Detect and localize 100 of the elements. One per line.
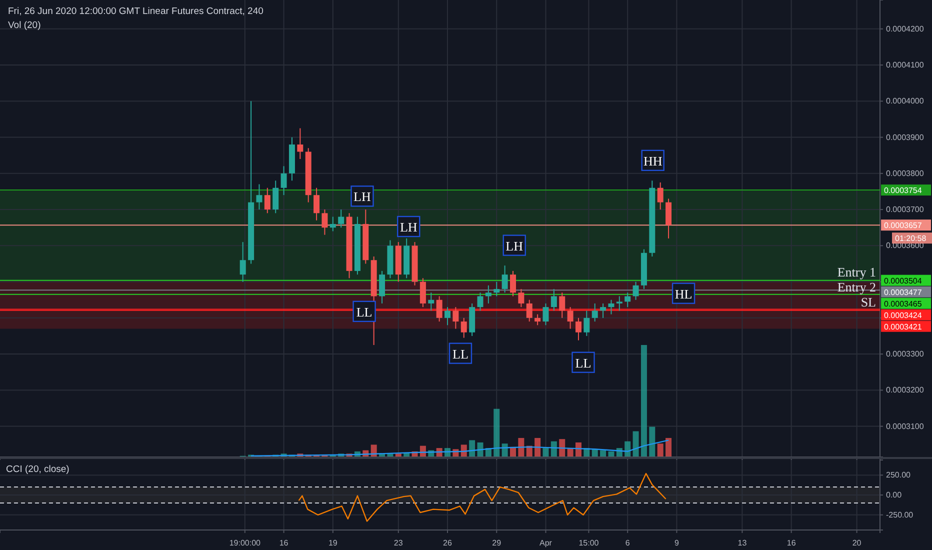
y-tick-label: 0.0004000 [886,96,924,106]
x-tick-label: 20 [852,538,862,548]
annotation: LH [354,189,371,204]
bar [518,438,524,457]
candlestick [436,296,442,322]
x-tick-label: 16 [786,538,796,548]
candlestick [460,317,467,338]
x-tick-label: 6 [625,538,630,548]
y-tick-label: -250.00 [886,510,914,520]
candlestick [428,292,434,312]
x-tick-label: 29 [492,538,502,548]
candlestick [240,242,246,282]
x-tick-label: 9 [674,538,680,548]
y-tick-label: 0.0003900 [886,132,924,142]
candlestick [379,270,386,304]
y-tick-label: 0.0004200 [886,24,924,34]
y-tick-label: 0.0003300 [886,350,924,359]
x-tick-label: 13 [738,538,748,548]
candlestick [272,180,279,214]
bar [469,440,476,457]
candlestick [657,182,664,210]
y-tick-label: 0.0003800 [886,168,924,178]
y-tick-label: 250.00 [886,470,912,480]
candlestick [559,292,566,318]
candlestick [494,281,500,297]
candlestick [297,128,304,160]
annotation: HL [674,286,692,302]
annotation: Entry 1 [837,264,876,280]
candlestick [444,306,451,326]
candlestick [534,314,541,326]
bar [542,448,549,457]
annotation: LH [400,220,418,235]
y-tick-label: 0.0003200 [886,386,924,395]
x-tick-label: 26 [443,538,452,548]
candlestick [338,209,344,228]
annotation: LL [452,346,468,362]
ref-line-label: 0.0003421 [884,322,922,332]
text: Fri, 26 Jun 2020 12:00:00 GMT Linear Futures Contract, 240 [8,6,264,17]
chart-title: Vol (20) [8,20,41,31]
candlestick [542,302,549,326]
x-tick-label: Apr [540,538,552,548]
candlestick [592,302,598,322]
bar [632,431,639,457]
y-tick-label: 0.0003700 [886,205,924,214]
bar [640,345,647,457]
candlestick [632,281,639,300]
y-tick-label: 0.0003600 [886,241,924,250]
candlestick [485,284,492,304]
x-tick-label: 19:00:00 [229,538,262,548]
candlestick [256,184,262,210]
text: 01:20:58 [895,234,927,244]
candlestick [330,216,336,232]
candlestick [624,292,631,308]
ref-line-label: 0.0003657 [884,221,922,230]
candlestick [518,288,524,308]
candlestick [550,288,557,312]
annotation: Entry 2 [837,279,876,294]
bar [494,408,500,457]
annotation: SL [860,294,876,310]
candlestick [322,209,328,236]
annotation: LL [575,355,592,370]
candlestick [526,299,532,322]
x-tick-label: 23 [394,538,404,548]
ref-line-label: 0.0003754 [884,186,922,196]
candlestick [567,306,574,330]
bar [649,426,656,457]
candlestick [608,299,614,315]
candlestick [477,292,484,312]
bar [559,439,566,457]
x-tick-label: 19 [328,538,338,548]
candlestick [575,317,582,341]
candlestick [264,187,270,214]
annotation: LL [356,304,372,320]
y-tick-label: 0.0003100 [886,422,924,431]
y-tick-label: 0.0004100 [886,60,924,70]
candlestick [452,306,459,330]
x-tick-label: 15:00 [578,538,600,548]
candlestick [584,310,590,336]
candlestick [510,270,516,297]
candlestick [600,302,606,318]
line-series [298,472,666,522]
candlestick [616,296,622,312]
bar [657,444,664,457]
bar [608,451,614,457]
candlestick [666,198,672,239]
annotation: LH [506,238,524,254]
candlestick [420,278,426,308]
candlestick [502,265,508,294]
bar [666,438,672,457]
ref-line-label: 0.0003477 [884,288,922,297]
candlestick [280,166,287,196]
ref-line-label: 0.0003424 [884,310,922,320]
bar [534,438,541,457]
y-tick-label: 0.00 [886,490,902,500]
ref-line-label: 0.0003504 [884,276,922,286]
ref-line-label: 0.0003465 [884,299,922,308]
candlestick [314,187,320,221]
chart-title: CCI (20, close) [6,464,70,475]
x-tick-label: 16 [279,538,289,548]
annotation: HH [643,153,662,168]
